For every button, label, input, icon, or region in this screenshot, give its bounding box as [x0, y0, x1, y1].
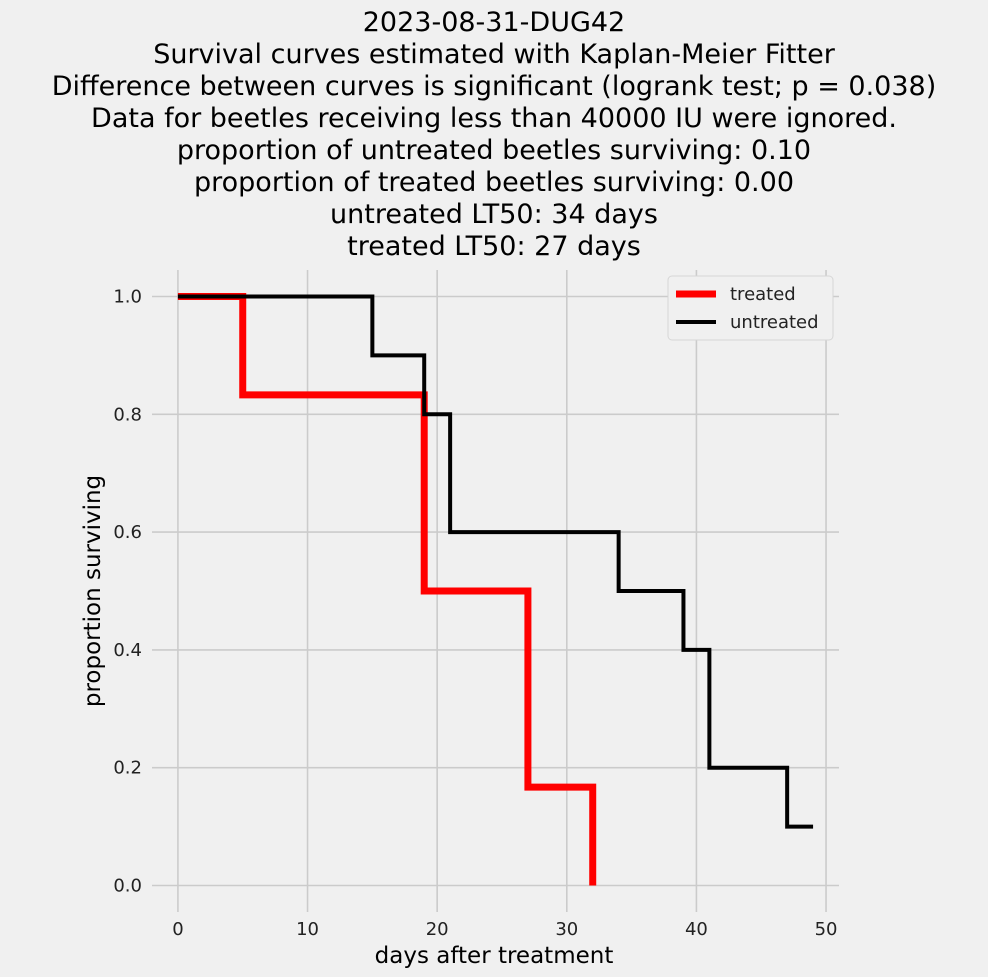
y-axis-ticks: 0.0 0.2 0.4 0.6 0.8 1.0: [113, 287, 142, 897]
y-tick-label: 0.8: [113, 404, 142, 425]
x-tick-label: 30: [555, 919, 578, 940]
y-tick-label: 0.2: [113, 758, 142, 779]
title-line: Difference between curves is significant…: [52, 71, 937, 102]
series-line-treated: [177, 293, 597, 886]
x-tick-label: 0: [172, 919, 183, 940]
x-tick-label: 40: [685, 919, 708, 940]
legend-label-treated: treated: [730, 284, 796, 305]
y-tick-label: 0.6: [113, 522, 142, 543]
legend-label-untreated: untreated: [730, 312, 819, 333]
x-tick-label: 10: [296, 919, 319, 940]
y-axis-label: proportion surviving: [80, 475, 106, 707]
series-line-untreated: [177, 294, 814, 829]
y-tick-label: 0.4: [113, 640, 142, 661]
title-line: Survival curves estimated with Kaplan-Me…: [153, 39, 836, 70]
y-tick-label: 0.0: [113, 875, 142, 896]
title-line: 2023-08-31-DUG42: [363, 7, 626, 38]
x-axis-label: days after treatment: [375, 943, 614, 969]
title-line: proportion of treated beetles surviving:…: [194, 167, 794, 198]
title-line: treated LT50: 27 days: [347, 231, 641, 262]
title-line: untreated LT50: 34 days: [330, 199, 658, 230]
title-line: proportion of untreated beetles survivin…: [177, 135, 811, 166]
title-line: Data for beetles receiving less than 400…: [91, 103, 897, 134]
x-tick-label: 50: [815, 919, 838, 940]
x-axis-ticks: 0 10 20 30 40 50: [172, 919, 837, 940]
legend: treated untreated: [667, 275, 834, 341]
x-tick-label: 20: [426, 919, 449, 940]
plot-area: [177, 293, 814, 886]
y-tick-label: 1.0: [113, 287, 142, 308]
